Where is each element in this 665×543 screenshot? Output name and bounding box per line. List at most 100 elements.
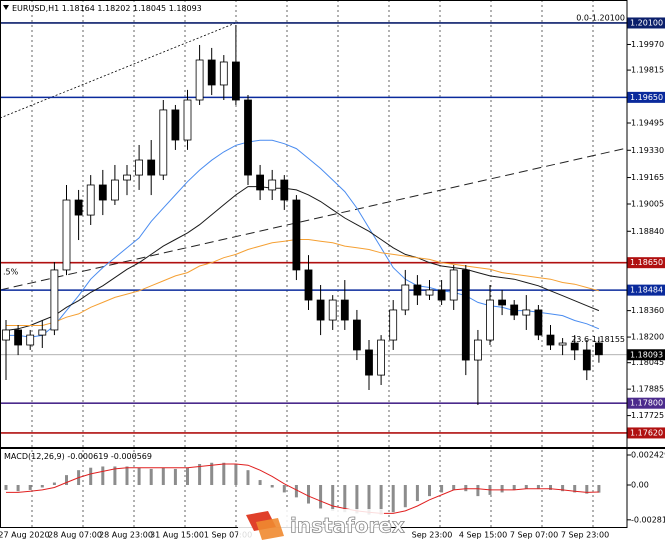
macd-bar xyxy=(113,466,117,486)
price-label: 1.18093 xyxy=(630,350,663,359)
y-tick-label: 1.19165 xyxy=(631,173,664,182)
macd-bar xyxy=(343,485,347,513)
candle-body xyxy=(570,342,579,351)
macd-bar xyxy=(536,485,540,489)
macd-bar xyxy=(597,485,601,493)
macd-bar xyxy=(512,485,516,490)
logo-shape xyxy=(256,518,284,540)
macd-bar xyxy=(585,485,589,494)
macd-bar xyxy=(415,485,419,502)
macd-bar xyxy=(307,485,310,504)
candle-body xyxy=(50,269,59,331)
candle-body xyxy=(510,304,519,316)
candle-body xyxy=(292,199,301,271)
moving-average xyxy=(6,239,600,326)
macd-bar xyxy=(246,470,250,486)
level-label: 1.20100 xyxy=(630,18,663,27)
y-tick-label: 1.19330 xyxy=(631,146,664,155)
fib-side-label: .5% xyxy=(3,268,19,277)
fib-label: 0.0-1.20100 xyxy=(576,13,625,22)
candle-body xyxy=(268,179,277,191)
candle-body xyxy=(401,284,410,311)
x-tick-label: 7 Sep 07:00 xyxy=(510,531,558,540)
candle-body xyxy=(449,269,458,301)
macd-bar xyxy=(524,485,528,489)
macd-bar xyxy=(270,485,274,488)
macd-bar xyxy=(379,485,383,515)
price-axis: 1.19970 1.19815 1.19495 1.19330 1.19165 1.190… xyxy=(627,17,665,524)
y-tick-label: 1.18840 xyxy=(631,227,664,236)
candle-body xyxy=(473,339,482,361)
macd-bar xyxy=(294,485,298,498)
candle-body xyxy=(522,309,531,316)
plot xyxy=(2,24,603,515)
candle-body xyxy=(365,349,373,376)
y-tick-label: 1.17885 xyxy=(631,385,664,394)
y-tick-label: 1.19495 xyxy=(631,118,664,127)
candle-body xyxy=(280,179,289,201)
x-tick-label: 27 Aug 2020 xyxy=(0,531,50,540)
macd-bar xyxy=(173,468,177,486)
macd-bar xyxy=(403,485,407,508)
level-box xyxy=(627,427,665,439)
macd-bar xyxy=(258,480,262,486)
macd-bar xyxy=(125,466,129,486)
candle-body xyxy=(219,61,228,86)
candle-body xyxy=(486,299,494,341)
candle-body xyxy=(111,179,119,201)
candle-body xyxy=(437,289,446,301)
quote-low: 1.18045 xyxy=(133,4,166,13)
candle-body xyxy=(207,59,216,86)
macd-bar xyxy=(331,485,335,511)
macd-bar xyxy=(391,485,395,513)
candle-body xyxy=(256,174,265,191)
macd-bar xyxy=(428,485,431,497)
candle-body xyxy=(425,289,434,296)
macd-bar xyxy=(28,485,32,490)
candle-body xyxy=(304,269,313,301)
level-label: 1.17800 xyxy=(630,399,663,408)
y-tick-label: 1.19005 xyxy=(631,199,664,208)
candle-body xyxy=(595,342,603,356)
trend-line xyxy=(0,147,628,291)
y-tick-label: 1.19815 xyxy=(631,66,664,75)
quote-open: 1.18164 xyxy=(62,4,95,13)
candle-body xyxy=(352,319,361,351)
y-tick-label: 1.17725 xyxy=(631,411,664,420)
symbol: EURUSD,H1 xyxy=(12,4,59,13)
candle-body xyxy=(558,342,567,346)
candle-body xyxy=(546,334,555,346)
macd-title: MACD(12,26,9) xyxy=(4,452,65,461)
candle-body xyxy=(316,299,325,321)
x-tick-label: 1 Sep 07:00 xyxy=(204,531,252,540)
macd-bar xyxy=(52,482,56,486)
macd-bar xyxy=(440,485,444,493)
candle-body xyxy=(195,59,204,101)
price-box xyxy=(627,349,665,361)
level-label: 1.18650 xyxy=(630,258,663,267)
moving-average xyxy=(6,139,600,338)
x-tick-label: 28 Aug 07:00 xyxy=(48,531,102,540)
x-tick-label: 31 Aug 15:00 xyxy=(150,531,204,540)
macd-bar xyxy=(464,485,468,492)
candle-body xyxy=(159,109,168,176)
macd-bar xyxy=(161,467,165,486)
signal-value: -0.000569 xyxy=(111,452,152,461)
x-tick-label: 4 Sep 15:00 xyxy=(459,531,507,540)
macd-bar xyxy=(198,464,202,486)
candle-body xyxy=(74,199,83,216)
macd-bar xyxy=(89,467,93,486)
macd-value: -0.000619 xyxy=(67,452,108,461)
macd-bar xyxy=(561,485,565,492)
y-tick-label: 1.19970 xyxy=(631,40,664,49)
y-tick-label: 0.00 xyxy=(631,481,649,490)
candle-body xyxy=(413,284,422,296)
candle-body xyxy=(2,329,10,341)
candle-body xyxy=(244,99,252,176)
macd-bar xyxy=(476,485,480,497)
watermark: instaforex xyxy=(238,509,405,543)
trend-line xyxy=(0,21,239,119)
candle-body xyxy=(582,349,591,371)
macd-bar xyxy=(319,485,323,509)
